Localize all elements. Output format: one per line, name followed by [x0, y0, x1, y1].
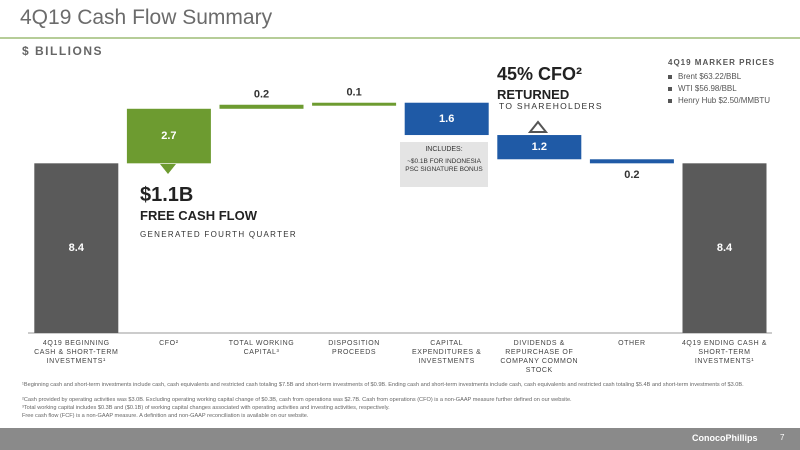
callout-arrow: [527, 120, 549, 133]
annotation: FREE CASH FLOW: [140, 208, 257, 223]
annotation: RETURNED: [497, 87, 570, 102]
footnote: ¹Beginning cash and short-term investmen…: [22, 382, 744, 388]
annotation: 45% CFO²: [497, 64, 583, 84]
category-label: CAPITAL EXPENDITURES & INVESTMENTS: [411, 340, 482, 365]
bar: [219, 104, 304, 109]
value-label: 8.4: [69, 242, 85, 254]
category-label: CFO²: [159, 340, 179, 347]
bar: [682, 163, 767, 333]
category-label: 4Q19 ENDING CASH & SHORT-TERM INVESTMENT…: [681, 340, 768, 365]
footer-band: [0, 428, 800, 450]
annotation: GENERATED FOURTH QUARTER: [140, 230, 297, 239]
marker-list: Brent $63.22/BBL WTI $56.98/BBL Henry Hu…: [668, 72, 770, 108]
footnote: Free cash flow (FCF) is a non-GAAP measu…: [22, 413, 309, 419]
marker-item: WTI $56.98/BBL: [668, 84, 770, 93]
category-label: TOTAL WORKING CAPITAL³: [228, 340, 295, 356]
page-number: 7: [780, 433, 785, 442]
value-label: 2.7: [161, 130, 176, 142]
bar: [589, 159, 674, 164]
bar: [404, 102, 489, 136]
callout-arrow: [160, 164, 176, 174]
footnote: ²Cash provided by operating activities w…: [22, 397, 572, 403]
bar: [34, 163, 119, 333]
category-label: 4Q19 BEGINNING CASH & SHORT-TERM INVESTM…: [34, 340, 119, 365]
title: 4Q19 Cash Flow Summary: [20, 6, 273, 29]
annotation: TO SHAREHOLDERS: [499, 101, 603, 111]
category-label: DIVIDENDS & REPURCHASE OF COMPANY COMMON…: [500, 340, 579, 374]
marker-item: Henry Hub $2.50/MMBTU: [668, 96, 770, 105]
category-label: DISPOSITION PROCEEDS: [328, 340, 380, 356]
value-label: 1.2: [532, 141, 547, 153]
bar: [126, 108, 211, 164]
callout-text: ~$0.1B FOR INDONESIA PSC SIGNATURE BONUS: [405, 158, 483, 173]
subtitle: $ BILLIONS: [22, 44, 104, 58]
value-label: 0.2: [624, 169, 639, 181]
value-label: 0.2: [254, 89, 269, 101]
value-label: 0.1: [346, 87, 361, 99]
marker-title: 4Q19 MARKER PRICES: [668, 58, 775, 67]
callout-title: INCLUDES:: [425, 146, 463, 153]
footnote: ³Total working capital includes $0.3B an…: [22, 405, 390, 411]
category-label: OTHER: [618, 340, 646, 347]
logo: ConocoPhillips: [692, 433, 758, 443]
bar: [312, 102, 397, 106]
value-label: 8.4: [717, 242, 733, 254]
bar: [497, 135, 582, 160]
marker-item: Brent $63.22/BBL: [668, 72, 770, 81]
value-label: 1.6: [439, 113, 454, 125]
callout-box: [400, 142, 488, 187]
annotation: $1.1B: [140, 184, 194, 206]
